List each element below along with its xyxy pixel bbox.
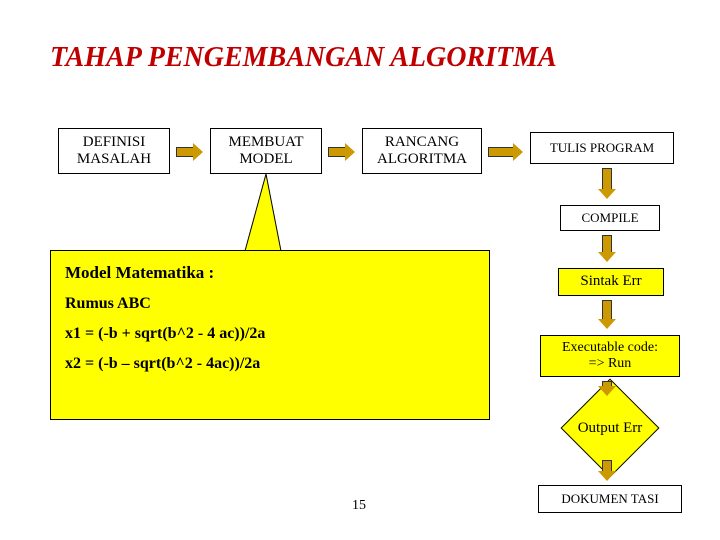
page-number: 15 — [352, 498, 366, 514]
callout-body: Model Matematika : Rumus ABC x1 = (-b + s… — [50, 250, 490, 420]
callout-line: x1 = (-b + sqrt(b^2 - 4 ac))/2a — [65, 325, 475, 343]
callout-line: Rumus ABC — [65, 295, 475, 313]
callout-line: x2 = (-b – sqrt(b^2 - 4ac))/2a — [65, 355, 475, 373]
callout-line: Model Matematika : — [65, 263, 475, 283]
callout-model: Model Matematika : Rumus ABC x1 = (-b + s… — [0, 0, 720, 540]
